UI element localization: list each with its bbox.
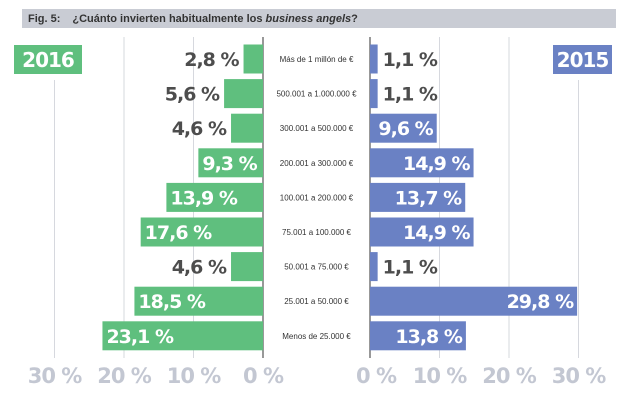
bar-2016 (166, 182, 263, 212)
tick-label-right: 30 % (552, 364, 607, 388)
bar-2016 (243, 44, 263, 74)
category-label: Más de 1 millón de € (280, 55, 354, 64)
tick-label-left: 30 % (28, 364, 83, 388)
data-label-2016: 17,6 % (145, 222, 212, 244)
title-suffix: ? (351, 13, 358, 25)
data-label-2015: 9,6 % (378, 118, 433, 140)
category-label: 75.001 a 100.000 € (282, 228, 352, 237)
bar-2016 (198, 148, 263, 178)
category-label: 500.001 a 1.000.000 € (276, 90, 357, 99)
bar-2015 (370, 148, 474, 178)
bar-2015 (370, 44, 378, 74)
category-label: 50.001 a 75.000 € (284, 263, 349, 272)
data-label-2015: 1,1 % (383, 84, 438, 106)
data-label-2015: 14,9 % (403, 222, 470, 244)
bar-2015 (370, 321, 466, 351)
bar-2016 (231, 113, 263, 143)
category-label: Menos de 25.000 € (282, 332, 351, 341)
chart-title: Fig. 5: ¿Cuánto invierten habitualmente l… (28, 13, 358, 25)
data-label-2015: 1,1 % (383, 49, 438, 71)
figure-label: Fig. 5: (28, 13, 60, 25)
year-badge-2015 (553, 45, 612, 74)
tick-label-left: 20 % (97, 364, 152, 388)
category-label: 25.001 a 50.000 € (284, 297, 349, 306)
bar-2016 (140, 217, 263, 247)
data-label-2015: 1,1 % (383, 257, 438, 279)
year-label-2015: 2015 (557, 48, 609, 72)
bar-2016 (231, 252, 263, 282)
data-label-2016: 23,1 % (106, 326, 173, 348)
bar-2016 (102, 321, 263, 351)
data-label-2016: 4,6 % (172, 118, 227, 140)
bar-2015 (370, 79, 378, 109)
title-italic: business angels (266, 13, 352, 25)
bar-2015 (370, 286, 578, 316)
tick-label-right: 10 % (413, 364, 468, 388)
data-label-2016: 2,8 % (184, 49, 239, 71)
tick-label-right: 0 % (356, 364, 397, 388)
tick-label-left: 0 % (243, 364, 284, 388)
bar-2015 (370, 113, 437, 143)
tick-label-left: 10 % (167, 364, 222, 388)
data-label-2016: 9,3 % (202, 153, 257, 175)
data-label-2015: 14,9 % (403, 153, 470, 175)
category-label: 200.001 a 300.000 € (280, 159, 354, 168)
bar-2015 (370, 182, 466, 212)
data-label-2016: 4,6 % (172, 257, 227, 279)
header-bar (22, 9, 616, 28)
data-label-2015: 13,8 % (395, 326, 462, 348)
title-text: ¿Cuánto invierten habitualmente los (72, 13, 265, 25)
data-label-2015: 29,8 % (507, 291, 574, 313)
data-label-2016: 5,6 % (165, 84, 220, 106)
tick-label-right: 20 % (482, 364, 537, 388)
bar-2016 (134, 286, 263, 316)
bar-2015 (370, 252, 378, 282)
year-badge-2016 (14, 45, 82, 74)
category-label: 300.001 a 500.000 € (280, 124, 354, 133)
bar-2016 (224, 79, 263, 109)
bar-2015 (370, 217, 474, 247)
data-label-2016: 18,5 % (138, 291, 205, 313)
year-label-2016: 2016 (22, 48, 74, 72)
data-label-2015: 13,7 % (395, 187, 462, 209)
data-label-2016: 13,9 % (170, 187, 237, 209)
category-label: 100.001 a 200.000 € (280, 193, 354, 202)
